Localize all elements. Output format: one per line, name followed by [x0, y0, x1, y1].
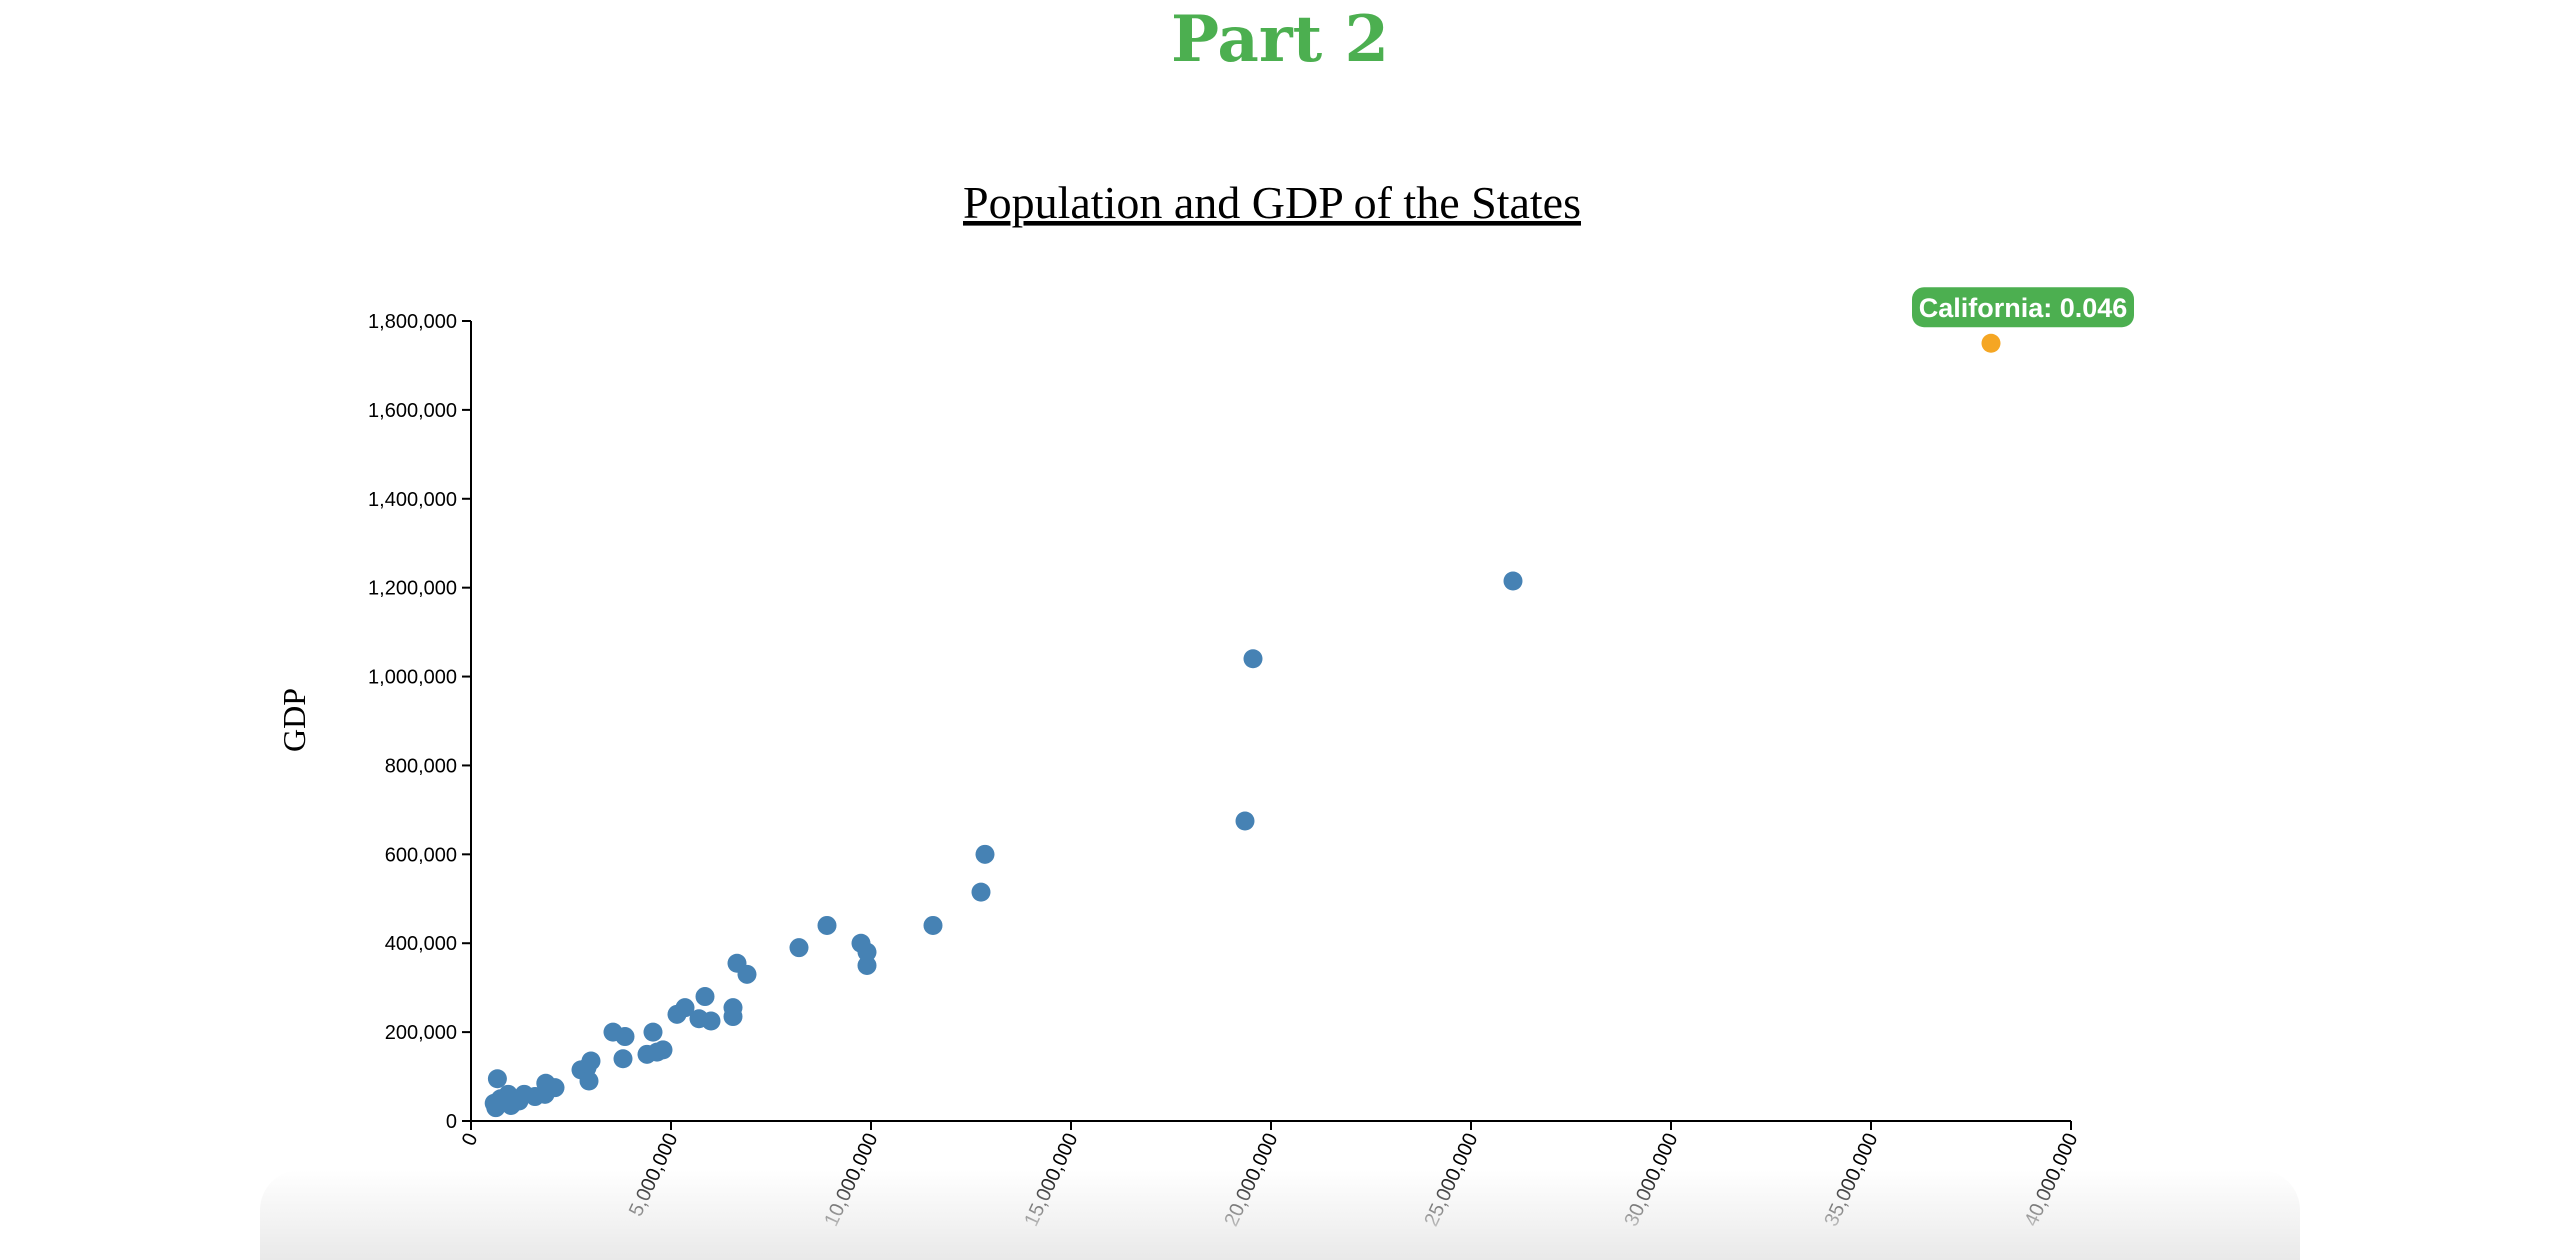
y-tick-label: 1,000,000: [368, 667, 457, 689]
tooltip: California: 0.046: [1912, 287, 2134, 328]
highlighted-point: [1981, 333, 2001, 353]
data-point: [581, 1051, 601, 1071]
data-point: [971, 882, 991, 902]
data-point: [643, 1022, 663, 1042]
data-point: [857, 942, 877, 962]
y-tick-label: 0: [446, 1111, 457, 1133]
data-point: [975, 844, 995, 864]
data-point: [487, 1069, 507, 1089]
data-point: [653, 1040, 673, 1060]
page-title: Part 2: [1171, 2, 1389, 77]
data-point: [613, 1049, 633, 1069]
y-tick-label: 1,400,000: [368, 489, 457, 511]
data-point: [1235, 811, 1255, 831]
x-tick-label: 0: [458, 1130, 483, 1149]
data-point: [923, 915, 943, 935]
y-tick-label: 400,000: [385, 933, 457, 955]
y-axis-label: GDP: [276, 688, 312, 752]
data-point: [695, 987, 715, 1007]
data-point: [545, 1078, 565, 1098]
data-point: [675, 998, 695, 1018]
y-axis: 0 200,000 400,000 600,000 800,000 1,000,000 1,…: [368, 311, 472, 1133]
data-point: [1243, 649, 1263, 669]
y-tick-label: 1,200,000: [368, 578, 457, 600]
tooltip-text: California: 0.046: [1919, 293, 2128, 323]
y-tick-label: 1,800,000: [368, 311, 457, 333]
y-tick-label: 200,000: [385, 1022, 457, 1044]
data-point: [615, 1027, 635, 1047]
y-tick-label: 1,600,000: [368, 400, 457, 422]
bottom-shadow: [260, 1170, 2300, 1260]
data-point: [789, 938, 809, 958]
data-point: [723, 1007, 743, 1027]
data-point: [737, 964, 757, 984]
tooltip-box: [1912, 287, 2134, 328]
data-point: [484, 1093, 504, 1113]
data-point: [857, 955, 877, 975]
data-point: [1503, 571, 1523, 591]
chart-title: Population and GDP of the States: [963, 177, 1581, 228]
y-tick-label: 600,000: [385, 844, 457, 866]
data-points: [484, 333, 2001, 1118]
data-point: [701, 1011, 721, 1031]
y-tick-label: 800,000: [385, 755, 457, 777]
data-point: [817, 915, 837, 935]
data-point: [579, 1071, 599, 1091]
